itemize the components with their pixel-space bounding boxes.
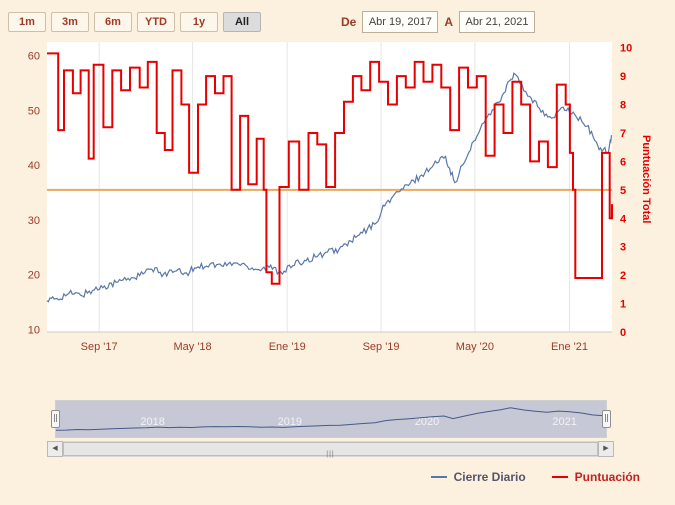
date-from-label: De (340, 15, 357, 29)
right-axis-tick-label: 1 (620, 299, 626, 311)
legend-label: Cierre Diario (453, 470, 526, 484)
legend-item-cierre-diario[interactable]: Cierre Diario (430, 470, 526, 484)
left-axis-tick-label: 10 (28, 324, 40, 336)
x-axis-tick-label: Sep '19 (363, 341, 400, 353)
range-button-3m[interactable]: 3m (51, 12, 89, 32)
left-axis-tick-label: 40 (28, 160, 40, 172)
legend: Cierre Diario Puntuación (430, 470, 640, 484)
left-axis-tick-label: 20 (28, 270, 40, 282)
legend-item-puntuacion[interactable]: Puntuación (551, 470, 640, 484)
toolbar: 1m 3m 6m YTD 1y All De A (8, 10, 667, 34)
right-axis-tick-label: 4 (620, 213, 627, 225)
cierre-diario-line (46, 72, 613, 303)
right-axis-title: Puntuación Total (640, 135, 652, 224)
x-axis-tick-label: Sep '17 (81, 341, 118, 353)
scrollbar-left-arrow-icon[interactable]: ◀ (47, 441, 63, 457)
scrollbar: ◀ ||| ▶ (47, 441, 614, 458)
navigator-chart: 2018 2019 2020 2021 (56, 401, 606, 437)
navigator-year-label: 2018 (140, 416, 164, 428)
range-button-ytd[interactable]: YTD (137, 12, 175, 32)
scrollbar-right-arrow-icon[interactable]: ▶ (598, 441, 614, 457)
left-axis-tick-label: 60 (28, 51, 40, 63)
navigator-handle-left[interactable] (51, 410, 60, 428)
navigator[interactable]: 2018 2019 2020 2021 (51, 400, 611, 438)
legend-line-sample-red (551, 476, 568, 478)
x-axis-tick-label: Ene '19 (269, 341, 306, 353)
right-axis-tick-label: 8 (620, 100, 626, 112)
x-axis-tick-label: Ene '21 (551, 341, 588, 353)
navigator-year-label: 2020 (415, 416, 439, 428)
legend-line-sample-blue (430, 476, 447, 478)
left-axis-tick-label: 50 (28, 105, 40, 117)
navigator-handle-right[interactable] (602, 410, 611, 428)
range-button-all[interactable]: All (223, 12, 261, 32)
navigator-year-label: 2021 (552, 416, 576, 428)
scrollbar-thumb[interactable]: ||| (63, 442, 598, 458)
right-axis-tick-label: 5 (620, 185, 626, 197)
range-selector: 1m 3m 6m YTD 1y All (8, 12, 261, 32)
scrollbar-track[interactable]: ||| (63, 441, 598, 458)
right-axis-tick-label: 0 (620, 327, 626, 339)
right-axis-tick-label: 6 (620, 156, 626, 168)
x-axis-tick-label: May '20 (456, 341, 494, 353)
range-button-1m[interactable]: 1m (8, 12, 46, 32)
puntuacion-step-line (47, 52, 613, 285)
main-chart: Sep '17 May '18 Ene '19 Sep '19 May '20 Ene '… (28, 42, 632, 353)
navigator-background (56, 401, 606, 437)
right-axis-tick-label: 10 (620, 43, 632, 55)
navigator-year-label: 2019 (278, 416, 302, 428)
scrollbar-grip-icon: ||| (326, 451, 335, 458)
navigator-series-line (56, 407, 606, 431)
right-axis-tick-label: 9 (620, 71, 626, 83)
legend-label: Puntuación (574, 470, 640, 484)
date-from-input[interactable] (362, 11, 439, 33)
left-axis-tick-label: 30 (28, 215, 40, 227)
date-range: De A (341, 11, 535, 33)
range-button-6m[interactable]: 6m (94, 12, 132, 32)
range-button-1y[interactable]: 1y (180, 12, 218, 32)
right-axis-tick-label: 3 (620, 242, 626, 254)
date-to-label: A (444, 15, 453, 29)
date-to-input[interactable] (459, 11, 535, 33)
right-axis-tick-label: 2 (620, 270, 626, 282)
x-axis-tick-label: May '18 (174, 341, 212, 353)
right-axis-tick-label: 7 (620, 128, 626, 140)
